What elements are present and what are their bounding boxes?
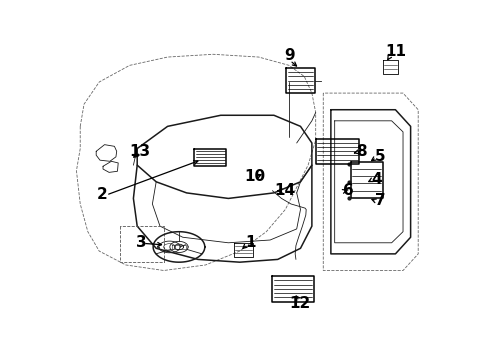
- Text: 10: 10: [245, 169, 266, 184]
- Text: 14: 14: [275, 183, 296, 198]
- Text: 9: 9: [285, 48, 295, 63]
- Text: 11: 11: [385, 44, 406, 59]
- Text: 8: 8: [356, 144, 367, 159]
- Text: 3: 3: [136, 235, 147, 250]
- Text: 13: 13: [130, 144, 151, 159]
- Text: 2: 2: [97, 187, 108, 202]
- Text: 4: 4: [371, 171, 382, 186]
- Text: 7: 7: [375, 193, 386, 208]
- Text: 12: 12: [289, 296, 310, 311]
- Text: 6: 6: [343, 183, 353, 198]
- Text: 5: 5: [375, 149, 386, 164]
- Text: 1: 1: [245, 235, 256, 250]
